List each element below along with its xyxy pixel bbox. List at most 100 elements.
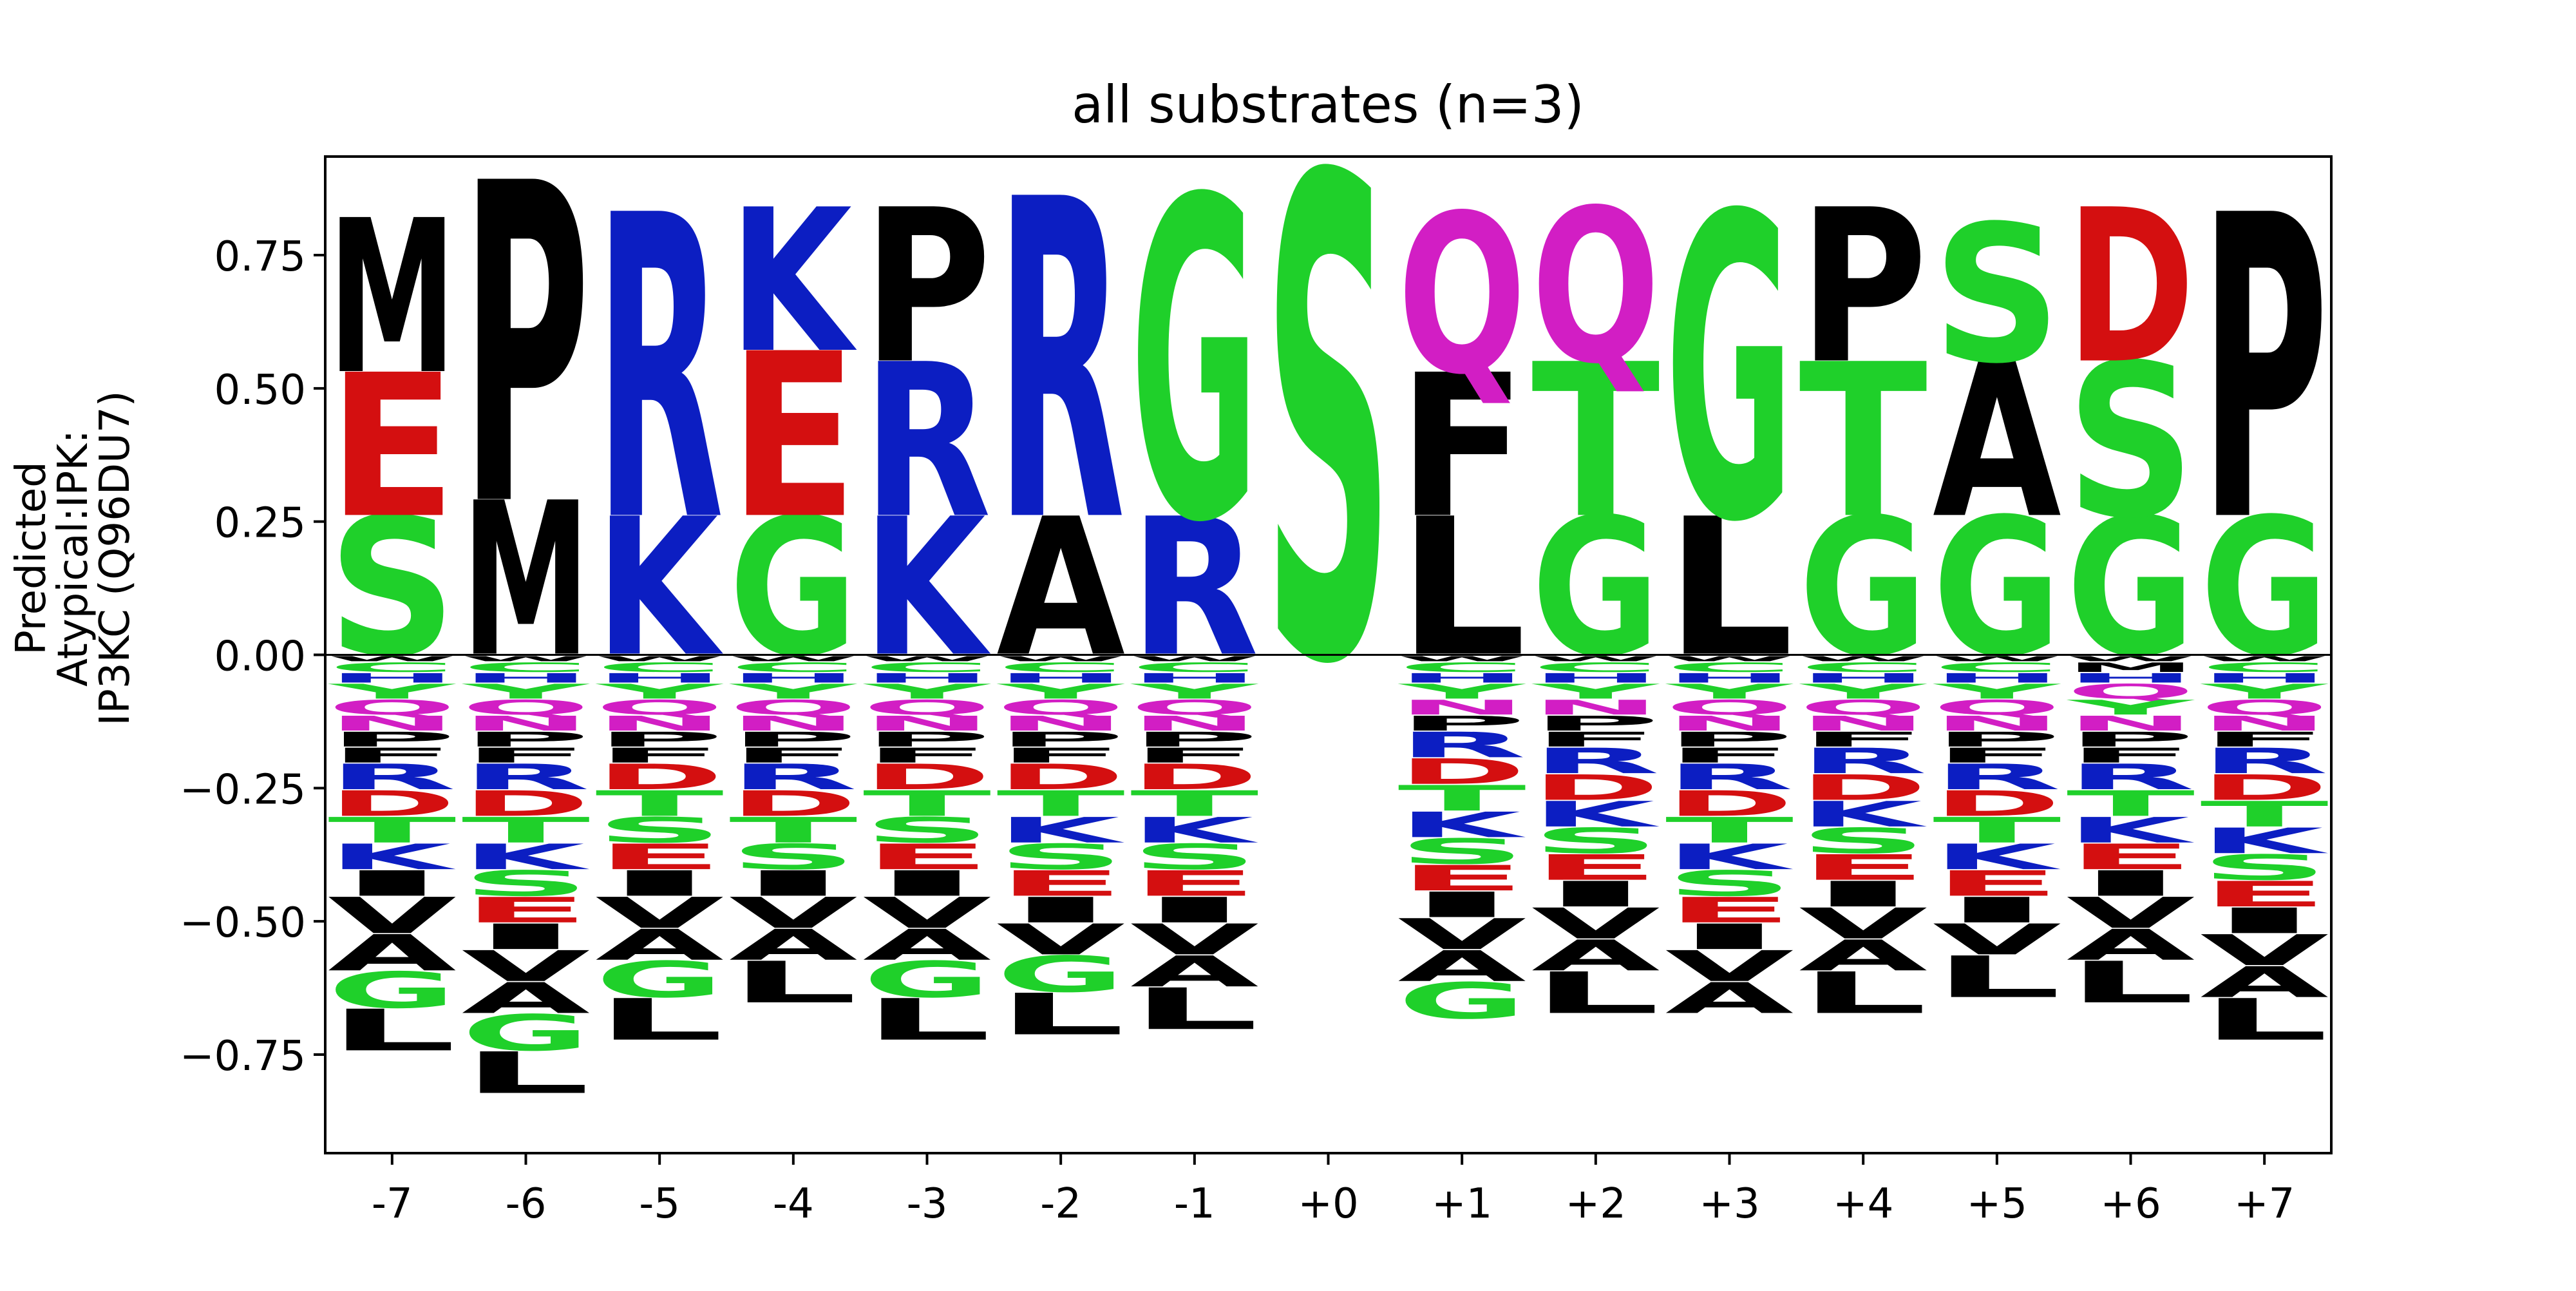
logo-letter-Q: Q — [2200, 696, 2329, 720]
logo-letter-R: R — [2067, 757, 2195, 798]
logo-letter-K: K — [1130, 810, 1258, 851]
logo-letter-T: T — [996, 783, 1125, 824]
logo-letter-A: A — [1130, 947, 1259, 996]
logo-letter-Y: Y — [595, 680, 724, 703]
y-axis: 0.75 0.50 0.25 0.00 −0.25 −0.50 −0.75 — [180, 233, 325, 1080]
logo-letter-E: E — [2200, 874, 2329, 915]
logo-letter-I: I — [2067, 863, 2195, 904]
logo-letter-N: N — [1397, 696, 1526, 720]
logo-letter-C: C — [1130, 660, 1259, 674]
y-axis-label-line: Predicted — [8, 461, 55, 655]
logo-letter-H: H — [462, 671, 591, 685]
logo-letter-P: P — [462, 728, 591, 752]
logo-letter-F: F — [1665, 744, 1794, 768]
logo-letter-C: C — [595, 660, 724, 674]
logo-letter-G: G — [328, 962, 457, 1020]
logo-letter-T: T — [1397, 778, 1526, 819]
logo-letter-F: F — [2067, 744, 2195, 768]
logo-letter-A: A — [1799, 932, 1927, 980]
logo-letter-Q: Q — [328, 696, 457, 720]
logo-letter-H: H — [996, 671, 1125, 685]
logo-letter-N: N — [595, 712, 724, 736]
logo-letter-F: F — [1397, 333, 1526, 561]
logo-letter-R: R — [1397, 725, 1526, 765]
logo-letter-L: L — [1397, 478, 1526, 699]
logo-letter-T: T — [2067, 783, 2195, 824]
logo-letter-S: S — [462, 863, 591, 904]
logo-letter-G: G — [996, 946, 1125, 1004]
logo-letter-K: K — [2200, 821, 2328, 861]
logo-letter-S: S — [729, 837, 858, 877]
logo-letter-R: R — [462, 757, 591, 798]
logo-letter-C: C — [462, 660, 591, 674]
logo-letter-Y: Y — [1933, 680, 2062, 703]
logo-letter-E: E — [328, 333, 457, 561]
logo-letter-D: D — [328, 783, 457, 824]
logo-letter-H: H — [1933, 671, 2061, 685]
logo-letter-G: G — [595, 951, 724, 1009]
logo-letter-V: V — [996, 915, 1125, 964]
x-tick-label: -5 — [639, 1180, 680, 1228]
logo-letter-E: E — [462, 890, 591, 930]
logo-letter-Y: Y — [1531, 680, 1661, 703]
logo-letter-S: S — [2200, 848, 2329, 888]
logo-letter-K: K — [1933, 837, 2061, 877]
logo-letter-K: K — [1665, 837, 1794, 877]
logo-letter-Q: Q — [1799, 696, 1927, 720]
logo-letter-W: W — [462, 655, 591, 663]
logo-letter-I: I — [2200, 901, 2329, 941]
logo-letter-M: M — [328, 176, 457, 421]
logo-letter-W: W — [1799, 655, 1927, 663]
logo-letter-S: S — [328, 479, 457, 699]
logo-letter-M: M — [462, 459, 591, 704]
logo-letter-H: H — [2200, 671, 2329, 685]
logo-letter-T: T — [595, 783, 724, 824]
logo-letter-P: P — [2067, 728, 2195, 752]
logo-letter-N: N — [1933, 712, 2061, 736]
logo-letter-Y: Y — [1397, 680, 1527, 703]
logo-letter-S: S — [996, 837, 1125, 877]
logo-letter-H: H — [328, 671, 457, 685]
logo-letter-R: R — [996, 107, 1125, 618]
logo-letter-Q: Q — [1531, 165, 1660, 411]
logo-letter-H: H — [1665, 671, 1794, 685]
logo-letter-G: G — [1933, 478, 2061, 698]
logo-letter-P: P — [1531, 712, 1660, 736]
logo-letter-D: D — [2200, 767, 2329, 808]
logo-letter-K: K — [729, 167, 858, 396]
logo-letter-T: T — [1531, 319, 1661, 565]
y-tick-label: −0.25 — [180, 766, 306, 814]
logo-letter-A: A — [1665, 974, 1794, 1023]
x-tick-label: -2 — [1040, 1180, 1081, 1228]
logo-letter-C: C — [1665, 660, 1794, 674]
logo-letter-G: G — [2067, 478, 2195, 698]
logo-letter-S: S — [1665, 863, 1794, 904]
logo-letter-L: L — [328, 997, 457, 1064]
logo-letter-S: S — [1397, 832, 1526, 872]
logo-letter-P: P — [1130, 728, 1259, 752]
x-tick-label: -1 — [1174, 1180, 1215, 1228]
logo-letter-G: G — [729, 478, 858, 698]
logo-letter-A: A — [996, 478, 1126, 698]
logo-letter-E: E — [1130, 863, 1259, 904]
logo-letter-C: C — [729, 660, 858, 674]
logo-letter-V: V — [595, 888, 724, 937]
logo-letter-I: I — [1397, 885, 1526, 925]
logo-letter-L: L — [1933, 944, 2061, 1011]
x-tick-label: +2 — [1566, 1180, 1626, 1228]
logo-letter-E: E — [1531, 847, 1660, 888]
logo-letter-E: E — [1397, 858, 1526, 899]
logo-letter-T: T — [2200, 794, 2329, 835]
logo-letter-F: F — [1933, 744, 2061, 768]
logo-letter-S: S — [1264, 41, 1393, 809]
logo-letter-D: D — [1933, 783, 2061, 824]
logo-letter-E: E — [996, 863, 1125, 904]
logo-letter-F: F — [328, 744, 457, 768]
logo-letter-E: E — [595, 837, 724, 877]
x-tick-label: +0 — [1298, 1180, 1358, 1228]
logo-letter-P: P — [1397, 712, 1526, 736]
logo-letter-L: L — [729, 950, 858, 1016]
logo-letter-H: H — [1531, 671, 1660, 685]
